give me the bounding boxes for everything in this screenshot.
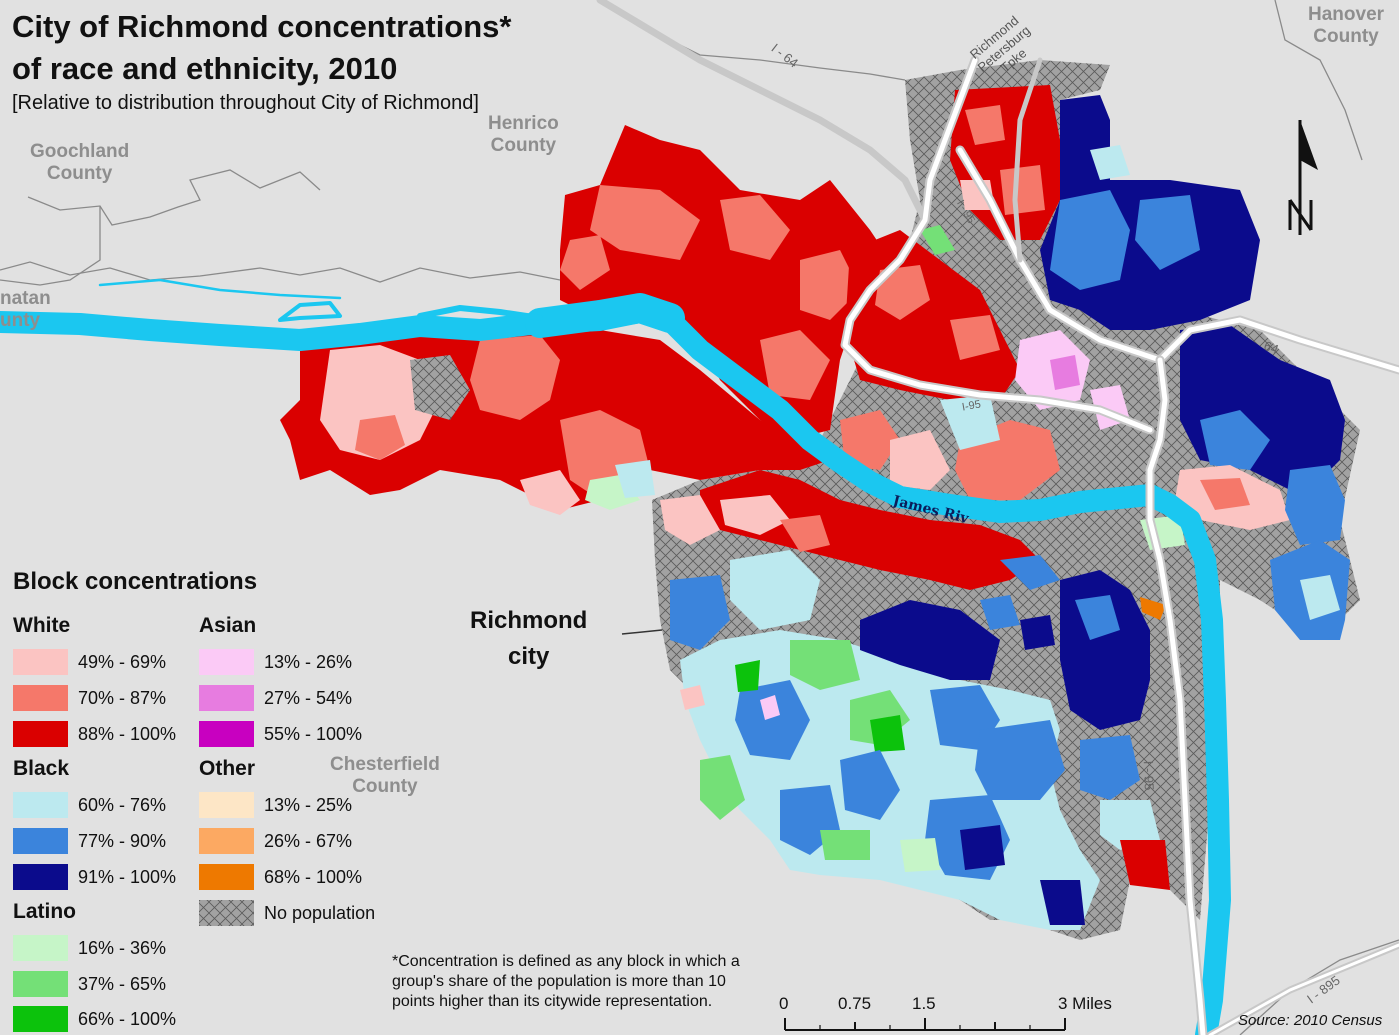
label-powhatan-line2: unty [0,310,41,331]
legend-item-asian-2: 27% - 54% [199,685,352,711]
legend-swatch [13,935,68,961]
legend-swatch [13,685,68,711]
legend-item-label: 68% - 100% [264,866,363,887]
legend-group-white: White [13,614,71,637]
legend-item-latino-2: 37% - 65% [13,971,166,997]
legend-item-latino-1: 16% - 36% [13,935,166,961]
legend-item-label: 77% - 90% [78,830,167,851]
legend-swatch [13,792,68,818]
highways [596,0,1399,1035]
label-henrico-county: Henrico County [488,113,559,157]
legend-item-black-3: 91% - 100% [13,864,176,890]
scale-label-0: 0 [779,994,789,1013]
label-hanover-line1: Hanover [1308,4,1385,25]
legend-group-latino: Latino [13,900,76,923]
legend-swatch [13,649,68,675]
label-hanover-line2: County [1313,26,1379,47]
label-i95-south: I - 95 [1140,760,1157,791]
city-pointer-line [621,629,663,635]
label-hanover-county: Hanover County [1308,4,1384,48]
legend-group-asian: Asian [199,614,257,637]
legend-item-no-population: No population [199,900,375,926]
southside-areas [670,515,1185,930]
legend-item-label: 70% - 87% [78,687,167,708]
scale-label-15: 1.5 [912,994,936,1013]
legend-item-label: 27% - 54% [264,687,353,708]
legend-item-label: 37% - 65% [78,973,167,994]
legend-swatch [199,792,254,818]
legend-swatch [13,864,68,890]
legend-item-label: 60% - 76% [78,794,167,815]
legend-swatch [13,828,68,854]
legend-item-white-1: 49% - 69% [13,649,166,675]
legend-title: Block concentrations [13,568,258,595]
footnote: *Concentration is defined as any block i… [392,953,740,1010]
legend-item-other-1: 13% - 25% [199,792,352,818]
legend-swatch [199,828,254,854]
legend-swatch-no-population [199,900,254,926]
white-north-areas [280,125,890,515]
legend-swatch [13,1006,68,1032]
legend-item-label: 16% - 36% [78,937,167,958]
legend-item-label: 66% - 100% [78,1008,177,1029]
label-chesterfield-line1: Chesterfield [330,754,440,775]
legend-item-asian-1: 13% - 26% [199,649,352,675]
label-powhatan-county: natan unty [0,288,51,332]
legend-item-other-3: 68% - 100% [199,864,362,890]
north-arrow-label: N [1322,200,1323,201]
label-richmond-city: Richmond city [470,603,587,675]
legend-item-label: 13% - 26% [264,651,353,672]
legend-swatch [199,649,254,675]
label-goochland-line2: County [46,163,113,184]
label-henrico-line1: Henrico [488,113,559,134]
legend-item-white-2: 70% - 87% [13,685,166,711]
title-line-1: City of Richmond concentrations* [12,9,512,44]
label-powhatan-line1: natan [0,288,51,309]
legend-item-label: 88% - 100% [78,723,177,744]
legend-swatch [13,721,68,747]
scale-bar [784,1018,1066,1031]
legend-item-label: 13% - 25% [264,794,353,815]
legend-swatch [199,721,254,747]
title-line-2: of race and ethnicity, 2010 [12,51,398,86]
legend-swatch [199,685,254,711]
black-east-areas [1040,95,1350,640]
legend-item-label: 26% - 67% [264,830,353,851]
legend-item-other-2: 26% - 67% [199,828,352,854]
legend-item-latino-3: 66% - 100% [13,1006,176,1032]
map-title: City of Richmond concentrations* of race… [12,6,511,90]
white-southbank [660,470,1060,590]
legend-item-black-2: 77% - 90% [13,828,166,854]
label-henrico-line2: County [490,135,557,156]
legend-swatch-spacer [199,900,254,926]
legend-item-label: 49% - 69% [78,651,167,672]
label-chesterfield-county: Chesterfield County [330,754,440,798]
legend-item-label: No population [264,902,376,923]
label-richmond-line2: city [507,643,550,670]
label-goochland-county: Goochland County [30,141,129,185]
legend-group-other: Other [199,757,256,780]
label-chesterfield-line2: County [352,776,418,797]
map-subtitle: [Relative to distribution throughout Cit… [12,92,479,114]
legend-swatch [13,971,68,997]
source-note: Source: 2010 Census [1238,1012,1383,1029]
legend-swatch [199,864,254,890]
label-goochland-line1: Goochland [30,141,130,162]
legend-item-label: 55% - 100% [264,723,363,744]
north-arrow-icon [1288,120,1318,235]
james-river [0,278,1231,1035]
legend-group-black: Black [13,757,70,780]
scale-label-075: 0.75 [838,994,872,1013]
legend-item-white-3: 88% - 100% [13,721,176,747]
scale-label-3-miles: 3 Miles [1058,994,1112,1013]
legend-item-label: 91% - 100% [78,866,177,887]
label-richmond-line1: Richmond [470,607,588,634]
legend-item-asian-3: 55% - 100% [199,721,362,747]
legend-item-black-1: 60% - 76% [13,792,166,818]
